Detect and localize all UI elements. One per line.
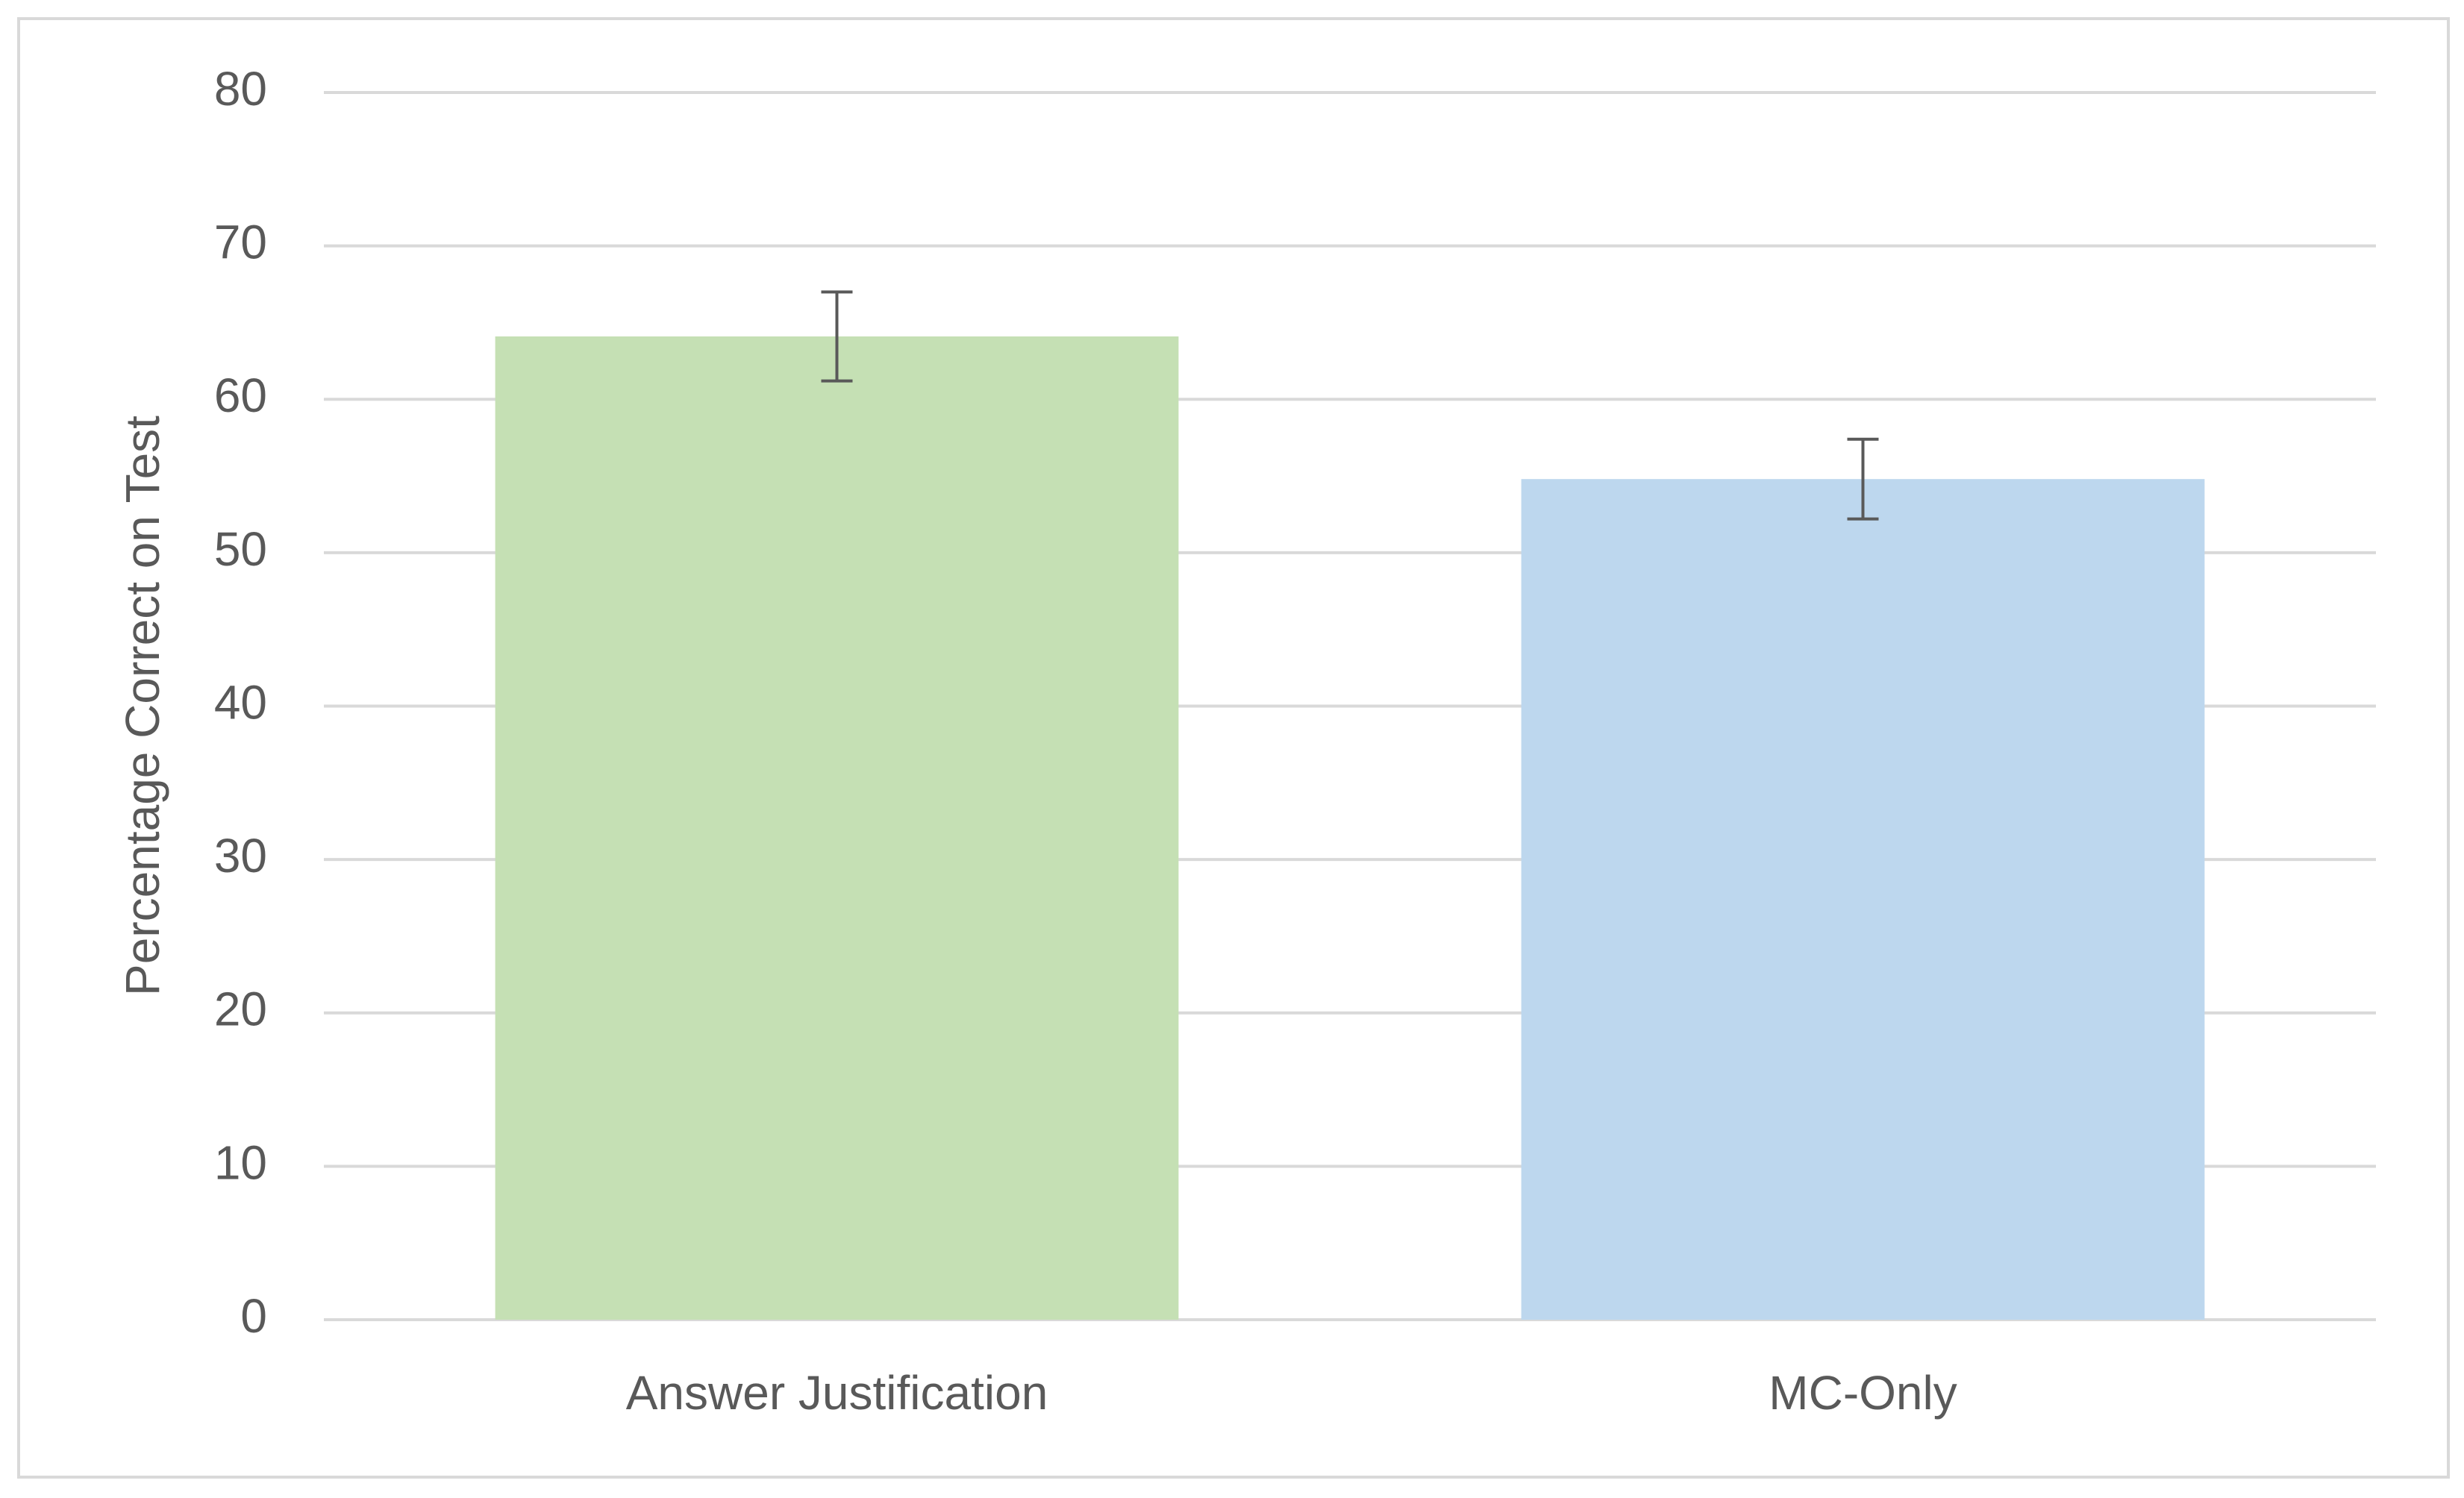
y-tick-label: 40 [214,675,267,729]
y-tick-label: 30 [214,829,267,883]
y-tick-label: 10 [214,1135,267,1189]
error-bar [821,290,853,383]
y-tick-label: 70 [214,216,267,269]
x-tick-label: Answer Justification [626,1366,1048,1420]
y-tick-label: 60 [214,369,267,422]
error-bar [1847,437,1879,521]
y-axis-title: Percentage Correct on Test [116,416,169,996]
y-tick-label: 80 [214,62,267,116]
y-tick-label: 50 [214,522,267,576]
x-tick-label: MC-Only [1769,1366,1957,1420]
y-tick-label: 0 [240,1289,267,1343]
y-tick-label: 20 [214,983,267,1036]
bar [1521,479,2205,1320]
bar [495,336,1179,1320]
